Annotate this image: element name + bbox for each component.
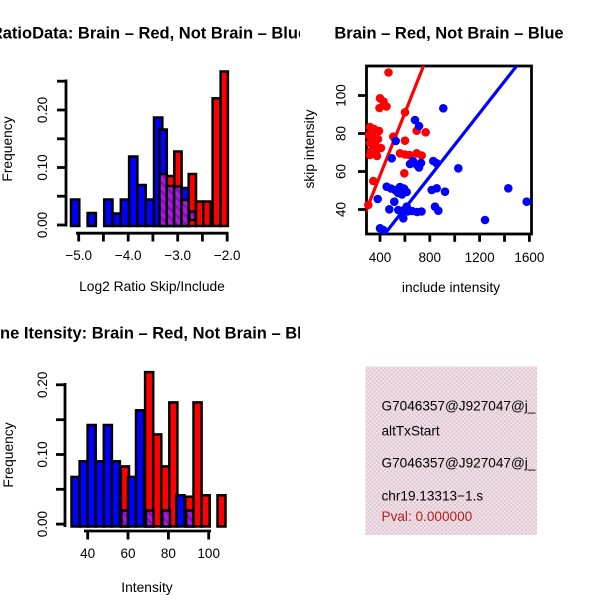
- svg-text:G7046357@J927047@j_: G7046357@J927047@j_: [382, 398, 536, 413]
- svg-text:1600: 1600: [514, 250, 544, 265]
- svg-text:40: 40: [334, 202, 349, 217]
- svg-text:100: 100: [197, 546, 220, 561]
- svg-text:−2.0: −2.0: [214, 248, 241, 263]
- svg-text:0.00: 0.00: [35, 212, 50, 238]
- svg-text:include intensity: include intensity: [402, 280, 500, 295]
- svg-text:1200: 1200: [465, 250, 495, 265]
- svg-text:100: 100: [334, 84, 349, 107]
- svg-text:40: 40: [80, 546, 95, 561]
- svg-text:0.10: 0.10: [35, 154, 50, 180]
- svg-text:Log2 Ratio Skip/Include: Log2 Ratio Skip/Include: [79, 279, 225, 294]
- svg-text:−3.0: −3.0: [164, 248, 191, 263]
- svg-text:800: 800: [419, 250, 442, 265]
- svg-text:skip intensity: skip intensity: [302, 109, 317, 188]
- svg-text:0.20: 0.20: [35, 97, 50, 123]
- svg-text:Intensity: Intensity: [121, 580, 172, 595]
- svg-text:60: 60: [334, 164, 349, 179]
- svg-text:−5.0: −5.0: [65, 248, 92, 263]
- svg-text:0.10: 0.10: [35, 441, 50, 467]
- svg-text:80: 80: [334, 126, 349, 141]
- svg-text:400: 400: [369, 250, 392, 265]
- svg-text:Brain – Red, Not Brain – Blue: Brain – Red, Not Brain – Blue: [334, 24, 563, 42]
- svg-text:altTxStart: altTxStart: [382, 424, 440, 439]
- svg-text:0.20: 0.20: [35, 372, 50, 398]
- svg-text:Pval: 0.000000: Pval: 0.000000: [382, 509, 473, 524]
- svg-text:−4.0: −4.0: [115, 248, 142, 263]
- svg-text:Gene Itensity: Brain – Red, No: Gene Itensity: Brain – Red, Not Brain – …: [0, 324, 321, 342]
- svg-text:Frequency: Frequency: [1, 422, 16, 487]
- svg-text:Frequency: Frequency: [0, 116, 15, 181]
- svg-text:60: 60: [120, 546, 135, 561]
- svg-text:80: 80: [161, 546, 176, 561]
- svg-text:RatioData: Brain – Red, Not Br: RatioData: Brain – Red, Not Brain – Blue: [0, 24, 307, 42]
- svg-text:0.00: 0.00: [35, 511, 50, 537]
- svg-text:chr19.13313−1.s: chr19.13313−1.s: [382, 489, 484, 504]
- svg-text:G7046357@J927047@j_: G7046357@J927047@j_: [382, 455, 536, 470]
